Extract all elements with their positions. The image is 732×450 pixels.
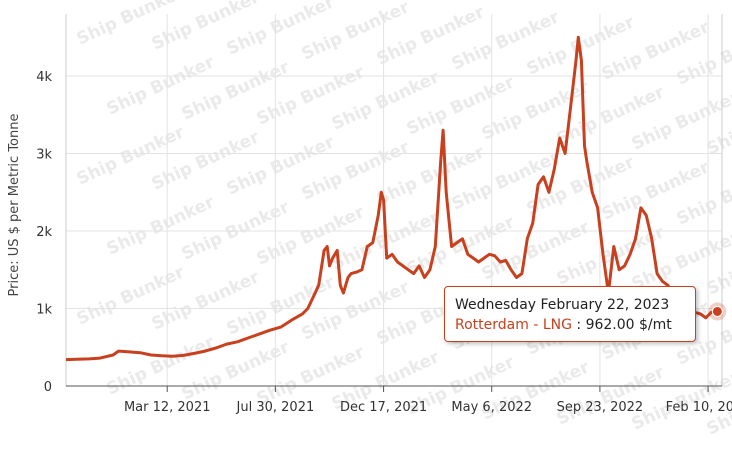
tooltip-date: Wednesday February 22, 2023 xyxy=(455,297,670,313)
hover-marker xyxy=(708,302,727,321)
tooltip-separator: : xyxy=(576,317,582,333)
tooltip-value: 962.00 $/mt xyxy=(585,317,672,333)
y-axis-label: Price: US $ per Metric Tonne xyxy=(7,114,22,297)
y-tick-label: 0 xyxy=(44,380,52,395)
tooltip-series-name: Rotterdam - LNG xyxy=(455,317,572,333)
x-tick-label: Feb 10, 2023 xyxy=(666,400,732,415)
x-tick-label: Sep 23, 2022 xyxy=(557,400,644,415)
y-tick-label: 2k xyxy=(36,225,52,240)
x-tick-label: May 6, 2022 xyxy=(451,400,532,415)
hover-point[interactable] xyxy=(711,305,723,317)
x-tick-label: Jul 30, 2021 xyxy=(236,400,315,415)
y-tick-label: 4k xyxy=(36,70,52,85)
tooltip-row: Rotterdam - LNG : 962.00 $/mt xyxy=(455,315,685,335)
x-tick-label: Dec 17, 2021 xyxy=(340,400,427,415)
y-axis-ticks: 0 1k 2k 3k 4k xyxy=(36,70,52,395)
grid xyxy=(65,14,723,387)
x-tick-label: Mar 12, 2021 xyxy=(124,400,211,415)
x-axis-ticks: Mar 12, 2021 Jul 30, 2021 Dec 17, 2021 May … xyxy=(124,386,732,415)
series-line-rotterdam-lng[interactable] xyxy=(65,35,718,362)
y-tick-label: 1k xyxy=(36,303,52,318)
tooltip: Wednesday February 22, 2023 Rotterdam - … xyxy=(444,286,696,342)
y-tick-label: 3k xyxy=(36,148,52,163)
